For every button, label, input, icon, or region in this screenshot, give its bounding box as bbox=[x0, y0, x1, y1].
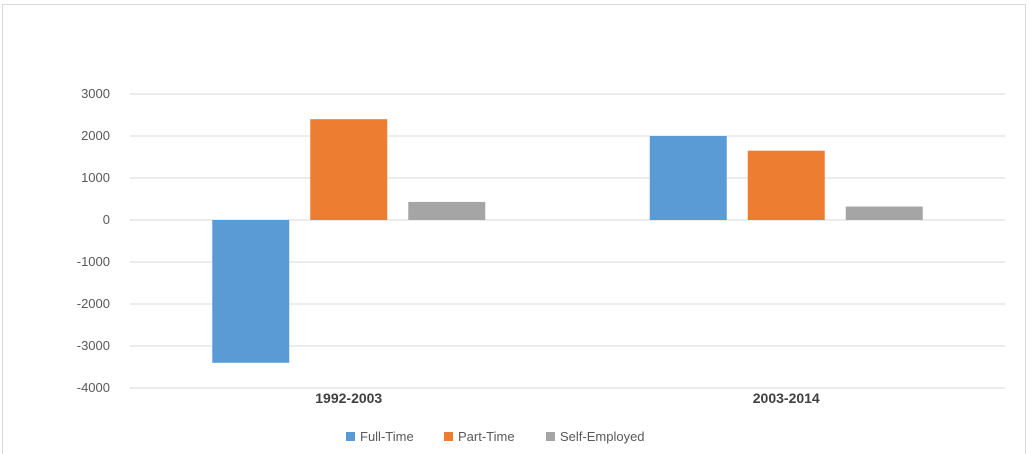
chart-frame bbox=[2, 4, 1026, 454]
bar-full-time-2003-2014 bbox=[649, 136, 727, 220]
x-axis-category-labels: 1992-2003 2003-2014 bbox=[315, 390, 820, 406]
y-tick-label: 3000 bbox=[81, 86, 110, 101]
y-tick-label: -4000 bbox=[77, 380, 110, 395]
y-tick-label: 1000 bbox=[81, 170, 110, 185]
y-tick-label: -2000 bbox=[77, 296, 110, 311]
y-tick-label: -1000 bbox=[77, 254, 110, 269]
bar-part-time-1992-2003 bbox=[310, 119, 388, 220]
x-category-label: 2003-2014 bbox=[753, 390, 820, 406]
bar-full-time-1992-2003 bbox=[212, 220, 290, 363]
legend-swatch bbox=[546, 432, 555, 441]
legend-label: Full-Time bbox=[360, 429, 414, 444]
legend-swatch bbox=[444, 432, 453, 441]
y-tick-label: 0 bbox=[103, 212, 110, 227]
x-category-label: 1992-2003 bbox=[315, 390, 382, 406]
bar-part-time-2003-2014 bbox=[747, 150, 825, 220]
bars bbox=[212, 119, 923, 363]
legend-label: Self-Employed bbox=[560, 429, 645, 444]
legend-label: Part-Time bbox=[458, 429, 515, 444]
legend: Full-Time Part-Time Self-Employed bbox=[346, 429, 645, 444]
bar-self-employed-1992-2003 bbox=[408, 201, 486, 220]
y-tick-label: 2000 bbox=[81, 128, 110, 143]
legend-swatch bbox=[346, 432, 355, 441]
y-axis-tick-labels: 3000 2000 1000 0 -1000 -2000 -3000 -4000 bbox=[77, 86, 110, 395]
bar-self-employed-2003-2014 bbox=[845, 206, 923, 220]
y-tick-label: -3000 bbox=[77, 338, 110, 353]
